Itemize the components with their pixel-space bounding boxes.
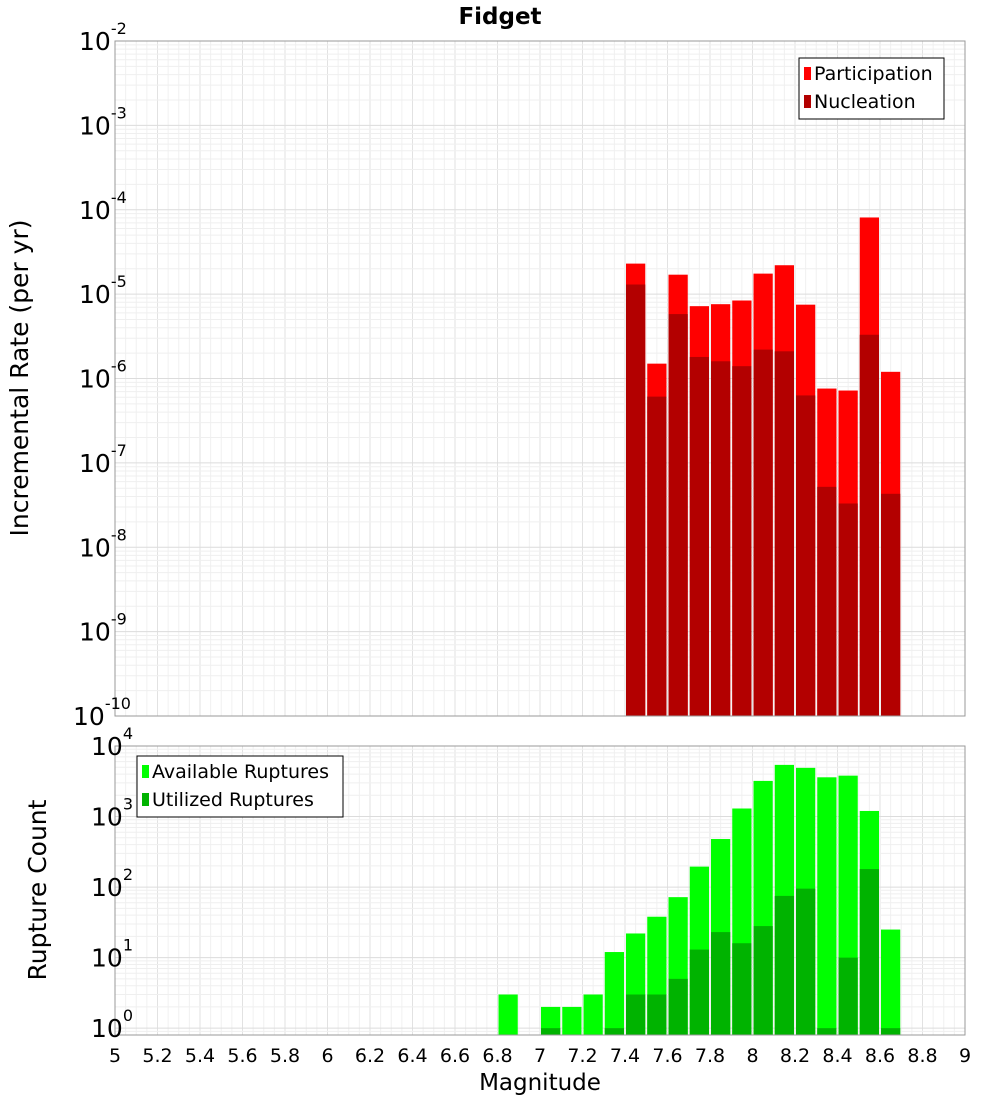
x-tick-label: 8.2 [780, 1045, 810, 1067]
y-tick-label: 102 [91, 865, 133, 902]
bottom-plot-frame [114, 745, 966, 1036]
bar-series-2 [711, 361, 731, 716]
y-tick-label: 10-5 [79, 272, 127, 309]
y-tick-label: 10-7 [79, 441, 127, 478]
top-y-ticks: 10-10 10-9 10-8 10-7 10-6 10-5 10-4 10-3 10-2 [73, 19, 131, 731]
bar-series-2 [753, 349, 773, 716]
bar-series-2 [774, 351, 794, 716]
x-tick-label: 8.8 [907, 1045, 937, 1067]
bar-series-2 [626, 994, 646, 1035]
top-bars [626, 217, 901, 717]
x-tick-label: 5.8 [270, 1045, 300, 1067]
x-tick-label: 8.6 [865, 1045, 895, 1067]
legend-swatch [804, 95, 811, 108]
y-tick-label: 10-2 [79, 19, 127, 56]
legend-box [136, 755, 344, 818]
bar-series-2 [647, 396, 667, 716]
bar-series-1 [541, 1006, 561, 1035]
bar-series-2 [689, 356, 709, 716]
x-tick-label: 7.4 [610, 1045, 640, 1067]
bar-series-2 [817, 1028, 837, 1035]
bar-series-2 [838, 503, 858, 716]
x-tick-label: 5.6 [227, 1045, 257, 1067]
bar-series-2 [838, 957, 858, 1035]
legend-box [798, 57, 945, 120]
x-tick-label: 7.6 [652, 1045, 682, 1067]
bottom-bars [498, 764, 901, 1035]
bar-series-2 [711, 932, 731, 1035]
legend-swatch [142, 765, 149, 778]
bar-series-2 [541, 1028, 561, 1035]
y-tick-label: 10-9 [79, 610, 127, 647]
x-tick-label: 6 [321, 1045, 333, 1067]
bar-series-2 [626, 284, 646, 716]
x-tick-label: 9 [959, 1045, 971, 1067]
x-tick-label: 6.4 [397, 1045, 427, 1067]
legend-label: Participation [814, 63, 933, 85]
x-tick-label: 8.4 [822, 1045, 852, 1067]
bottom-y-ticks: 100 101 102 103 104 [91, 724, 133, 1043]
y-tick-label: 10-8 [79, 525, 127, 562]
x-tick-label: 6.8 [482, 1045, 512, 1067]
y-tick-label: 104 [91, 724, 133, 761]
bar-series-2 [604, 1028, 624, 1035]
legend-swatch [804, 67, 811, 80]
y-tick-label: 101 [91, 936, 133, 973]
bar-series-1 [817, 777, 837, 1035]
x-tick-label: 5 [109, 1045, 121, 1067]
top-legend: Participation Nucleation [798, 57, 945, 120]
bar-series-2 [668, 314, 688, 716]
y-tick-label: 10-6 [79, 357, 127, 394]
top-plot-frame [114, 40, 966, 717]
bar-series-2 [859, 334, 879, 716]
bar-series-2 [732, 943, 752, 1035]
x-tick-label: 6.6 [440, 1045, 470, 1067]
x-tick-label: 7.8 [695, 1045, 725, 1067]
legend-swatch [142, 793, 149, 806]
bar-series-2 [881, 493, 901, 716]
x-tick-label: 5.2 [142, 1045, 172, 1067]
y-tick-label: 100 [91, 1006, 133, 1043]
y-tick-label: 10-3 [79, 103, 127, 140]
bar-series-2 [647, 994, 667, 1035]
x-tick-label: 6.2 [355, 1045, 385, 1067]
x-tick-label: 7.2 [567, 1045, 597, 1067]
legend-label: Nucleation [814, 91, 916, 113]
bar-series-1 [498, 994, 518, 1035]
bottom-x-ticks: 5 5.2 5.4 5.6 5.8 6 6.2 6.4 6.6 6.8 7 7.2 7.4 7.6 7.8 8… [109, 1045, 971, 1067]
bar-series-2 [796, 888, 816, 1035]
bar-series-2 [881, 1028, 901, 1035]
bar-series-2 [732, 366, 752, 716]
legend-label: Available Ruptures [152, 761, 329, 783]
bar-series-1 [604, 952, 624, 1035]
bar-series-2 [796, 395, 816, 716]
bar-series-2 [774, 895, 794, 1035]
x-axis-label: Magnitude [479, 1070, 601, 1096]
legend-label: Utilized Ruptures [152, 789, 314, 811]
bottom-legend: Available Ruptures Utilized Ruptures [136, 755, 344, 818]
bar-series-1 [562, 1006, 582, 1035]
top-grid [114, 40, 966, 717]
bar-series-2 [668, 978, 688, 1035]
x-tick-label: 5.4 [185, 1045, 215, 1067]
chart-title: Fidget [458, 4, 541, 30]
bar-series-2 [817, 486, 837, 716]
x-tick-label: 8 [746, 1045, 758, 1067]
y-tick-label: 10-4 [79, 188, 127, 225]
x-tick-label: 7 [534, 1045, 546, 1067]
bar-series-1 [881, 929, 901, 1035]
bar-series-2 [859, 869, 879, 1035]
bar-series-2 [753, 926, 773, 1035]
bar-series-1 [583, 994, 603, 1035]
top-y-axis-label: Incremental Rate (per yr) [5, 220, 34, 537]
bottom-y-axis-label: Rupture Count [23, 799, 52, 980]
y-tick-label: 103 [91, 795, 133, 832]
y-tick-label: 10-10 [73, 694, 131, 731]
bar-series-2 [689, 949, 709, 1035]
